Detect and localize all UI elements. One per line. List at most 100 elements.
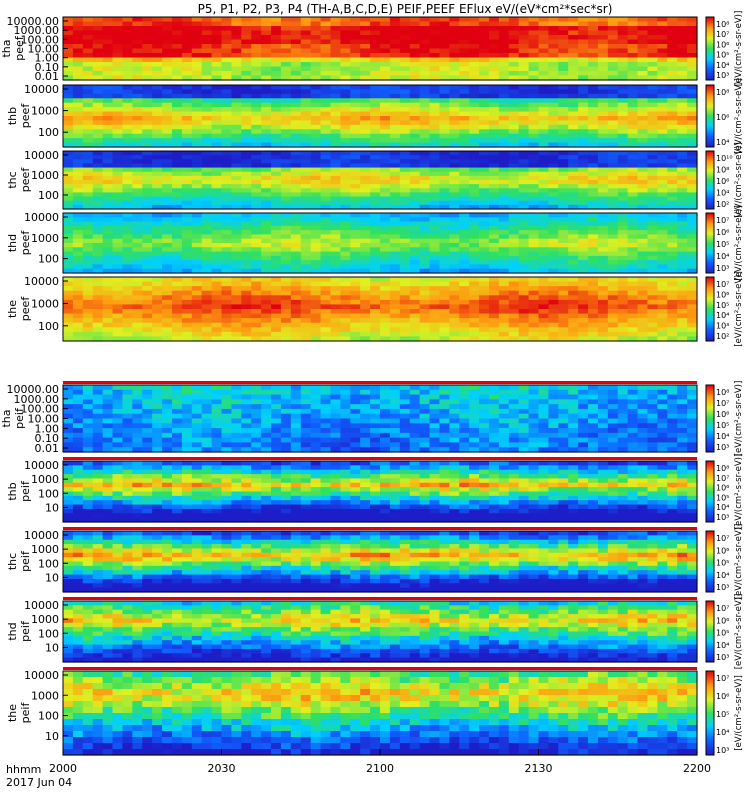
spectrogram-cell (617, 188, 629, 194)
spectrogram-cell (637, 264, 649, 270)
spectrogram-cell (132, 75, 143, 81)
spectrogram-cell (330, 124, 341, 130)
spectrogram-cell (469, 394, 480, 400)
spectrogram-cell (459, 26, 470, 32)
spectrogram-cell (191, 89, 203, 95)
spectrogram-cell (320, 62, 332, 68)
spectrogram-cell (548, 184, 559, 189)
spectrogram-cell (280, 175, 292, 181)
spectrogram-cell (290, 318, 302, 324)
spectrogram-cell (657, 225, 668, 231)
spectrogram-cell (409, 66, 421, 72)
spectrogram-cell (320, 66, 332, 72)
spectrogram-cell (429, 408, 441, 415)
spectrogram-cell (92, 299, 104, 306)
spectrogram-cell (271, 385, 282, 391)
spectrogram-cell (300, 102, 312, 108)
spectrogram-cell (538, 264, 550, 270)
spectrogram-cell (171, 155, 183, 160)
spectrogram-cell (687, 331, 698, 338)
spectrogram-cell (142, 21, 153, 27)
spectrogram-cell (300, 71, 312, 77)
spectrogram-cell (538, 111, 550, 117)
spectrogram-cell (102, 180, 114, 185)
spectrogram-cell (657, 336, 668, 342)
spectrogram-cell (627, 163, 639, 169)
spectrogram-cell (201, 394, 213, 400)
spectrogram-cell (360, 290, 371, 296)
spectrogram-cell (350, 151, 361, 156)
spectrogram-cell (597, 151, 609, 156)
spectrogram-cell (528, 217, 540, 223)
spectrogram-cell (469, 48, 480, 54)
spectrogram-cell (449, 66, 460, 72)
spectrogram-cell (132, 247, 143, 253)
spectrogram-cell (231, 107, 242, 113)
spectrogram-cell (112, 66, 124, 72)
spectrogram-cell (132, 138, 143, 144)
spectrogram-cell (677, 322, 688, 328)
spectrogram-cell (389, 247, 401, 253)
spectrogram-cell (518, 102, 530, 108)
spectrogram-cell (132, 318, 143, 324)
spectrogram-cell (142, 71, 153, 77)
spectrogram-cell (508, 217, 520, 223)
spectrogram-cell (340, 98, 351, 104)
spectrogram-cell (687, 26, 698, 32)
spectrogram-cell (667, 53, 678, 59)
spectrogram-cell (627, 304, 639, 310)
spectrogram-cell (221, 21, 233, 27)
spectrogram-cell (290, 399, 302, 405)
spectrogram-cell (370, 107, 381, 113)
spectrogram-cell (419, 389, 431, 396)
spectrogram-cell (488, 264, 500, 270)
spectrogram-cell (479, 192, 490, 198)
colorbar-tick-label: 10² (716, 200, 729, 209)
spectrogram-cell (320, 217, 332, 223)
spectrogram-cell (310, 264, 322, 270)
spectrogram-cell (330, 331, 341, 338)
spectrogram-cell (528, 44, 540, 50)
spectrogram-cell (409, 309, 421, 315)
spectrogram-cell (251, 385, 262, 391)
spectrogram-cell (72, 155, 84, 160)
spectrogram-cell (181, 155, 193, 160)
spectrogram-cell (508, 175, 520, 181)
spectrogram-cell (528, 129, 540, 135)
spectrogram-cell (261, 184, 272, 189)
spectrogram-cell (310, 385, 322, 391)
spectrogram-cell (102, 260, 114, 266)
spectrogram-cell (637, 159, 649, 165)
spectrogram-cell (142, 268, 153, 274)
spectrogram-cell (449, 247, 460, 253)
spectrogram-cell (221, 57, 233, 63)
spectrogram-cell (171, 62, 183, 68)
spectrogram-cell (508, 93, 520, 99)
spectrogram-cell (271, 124, 282, 130)
spectrogram-cell (637, 85, 649, 91)
spectrogram-cell (667, 116, 678, 122)
spectrogram-cell (568, 304, 579, 310)
spectrogram-cell (370, 264, 381, 270)
spectrogram-cell (82, 159, 94, 165)
spectrogram-cell (568, 196, 579, 202)
spectrogram-cell (310, 225, 322, 231)
spectrogram-cell (162, 299, 173, 306)
spectrogram-cell (181, 230, 193, 236)
spectrogram-cell (647, 138, 658, 144)
spectrogram-cell (578, 230, 589, 236)
spectrogram-cell (439, 62, 450, 68)
spectrogram-cell (578, 331, 589, 338)
spectrogram-cell (142, 255, 153, 261)
spectrogram-cell (162, 336, 173, 342)
spectrogram-cell (657, 217, 668, 223)
spectrogram-cell (360, 180, 371, 185)
spectrogram-cell (558, 184, 569, 189)
spectrogram-cell (677, 313, 688, 319)
spectrogram-cell (231, 21, 242, 27)
spectrogram-cell (677, 196, 688, 202)
spectrogram-cell (330, 71, 341, 77)
spectrogram-cell (152, 217, 163, 223)
spectrogram-cell (162, 309, 173, 315)
spectrogram-cell (538, 304, 550, 310)
